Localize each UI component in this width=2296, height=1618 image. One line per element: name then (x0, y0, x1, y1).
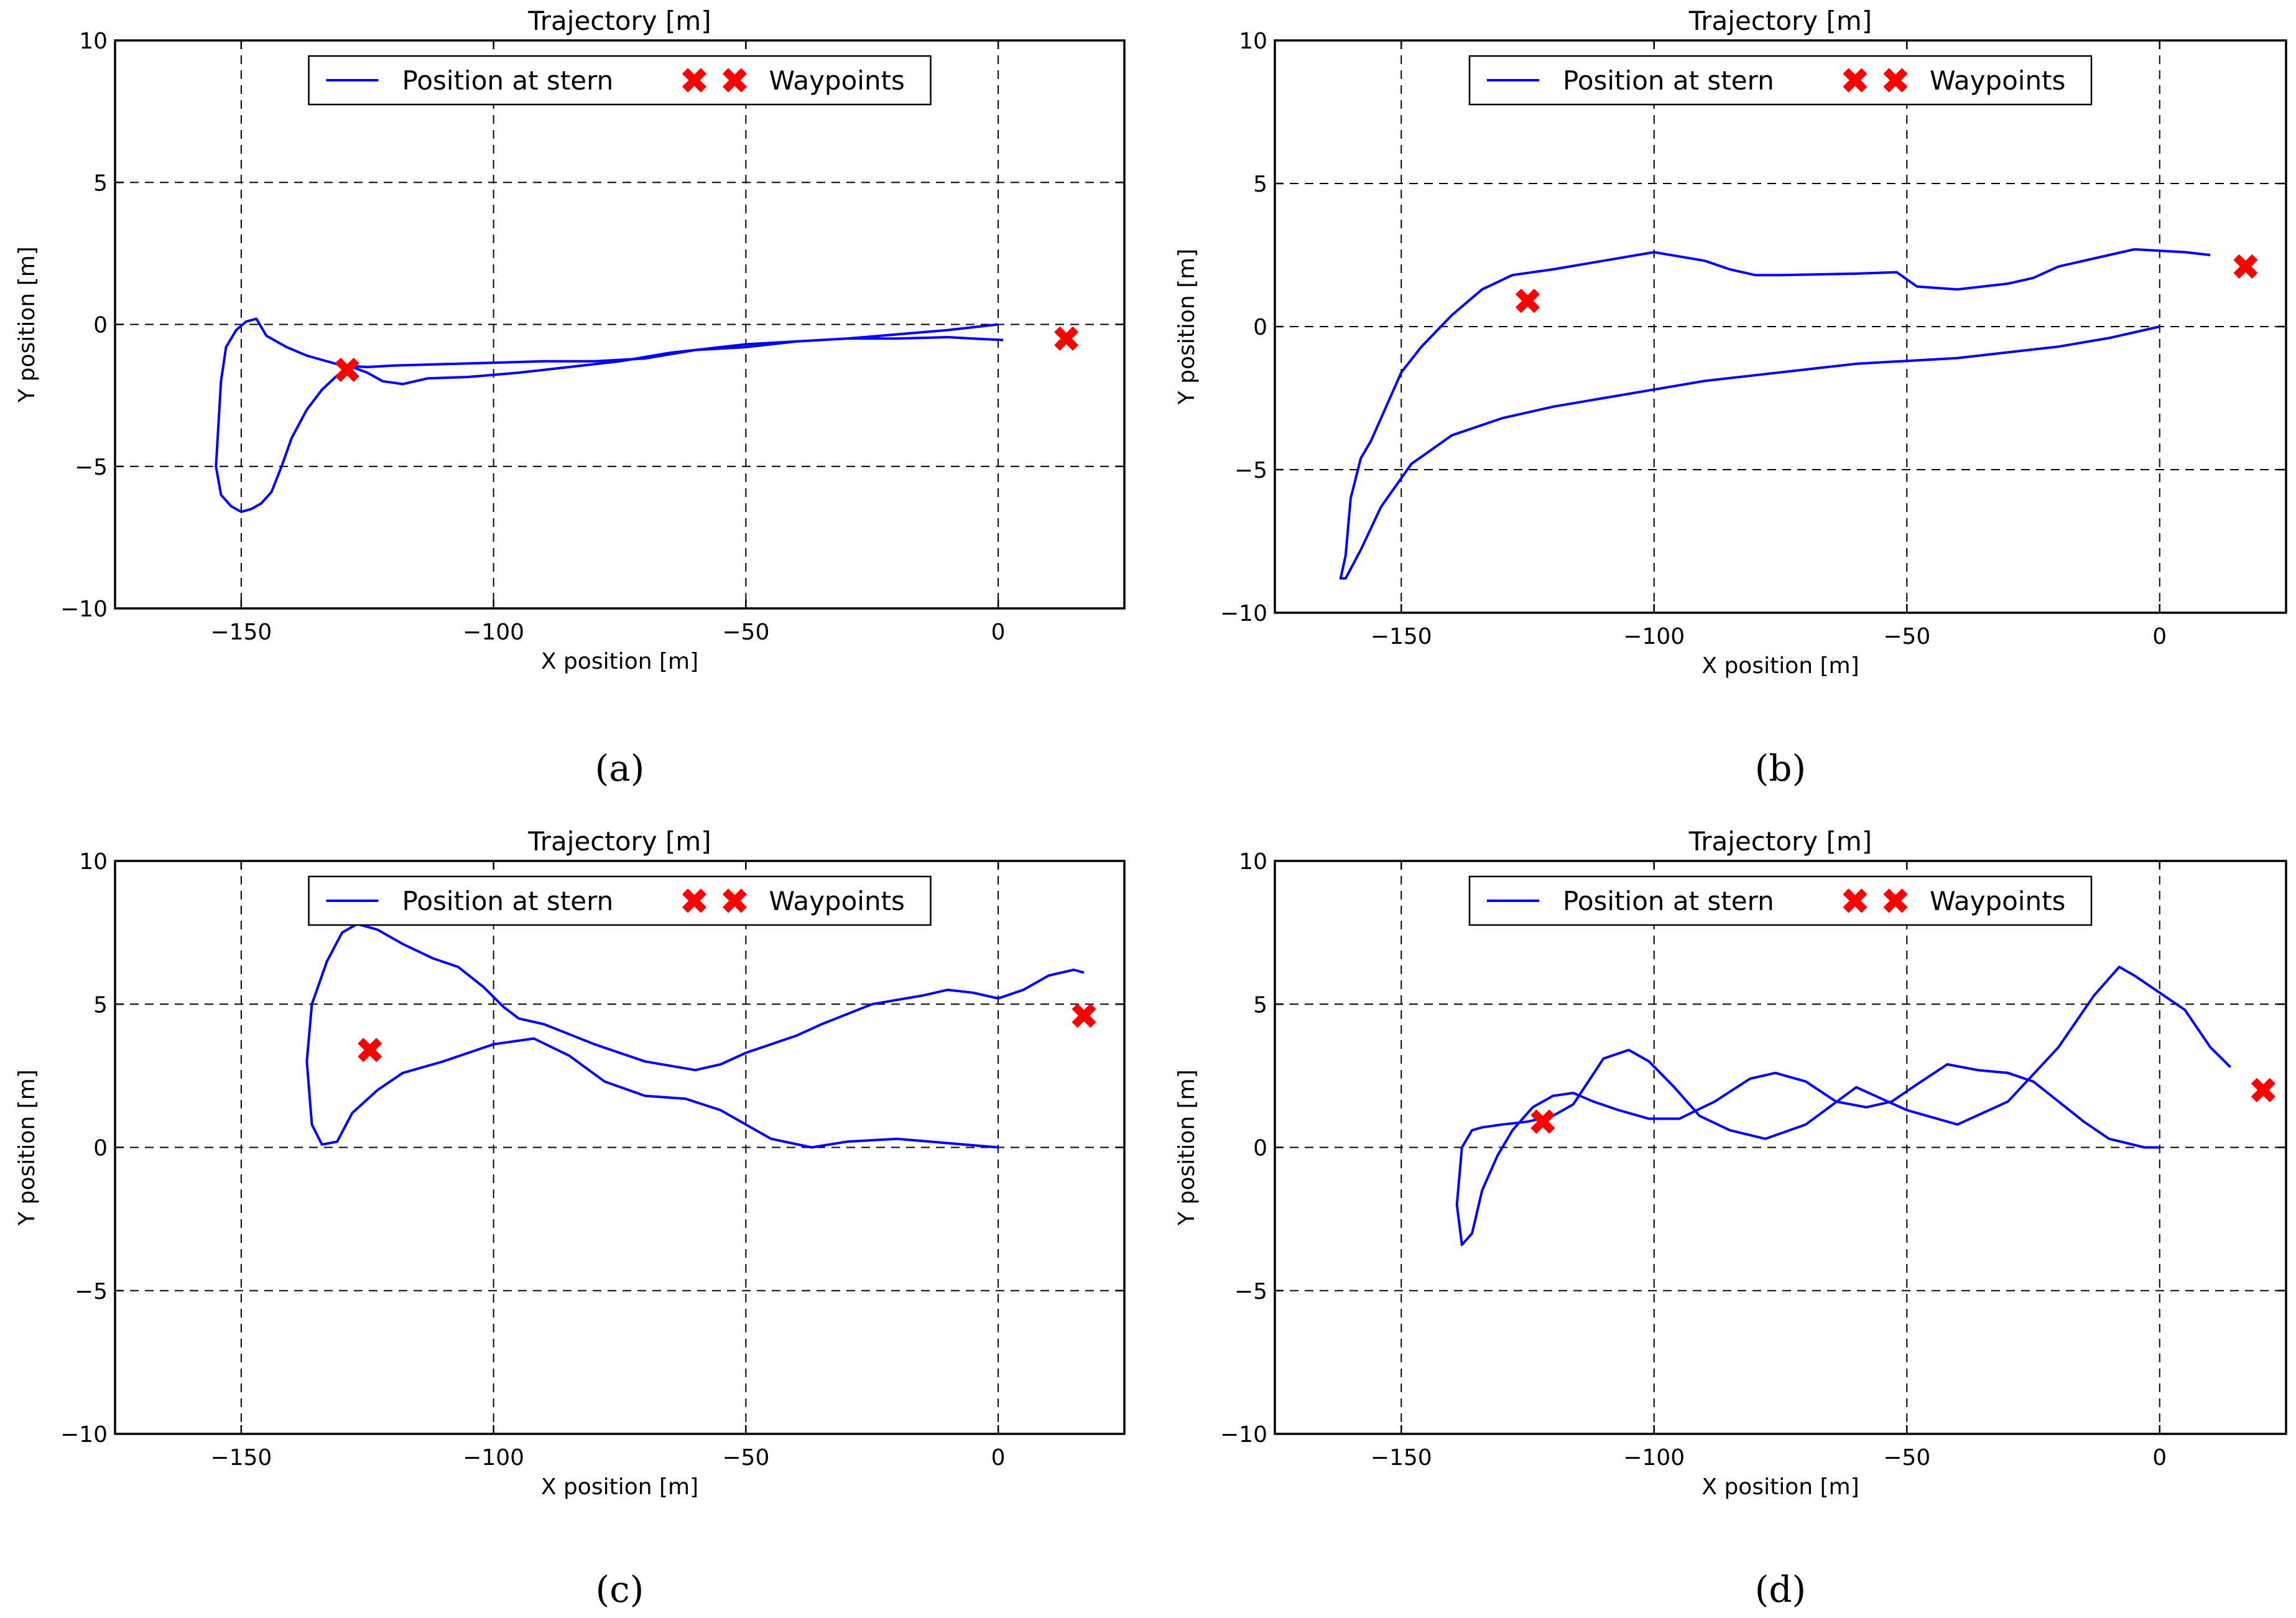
y-tick-label: 5 (93, 992, 108, 1018)
x-tick-label: −150 (210, 620, 272, 645)
waypoint-marker (2233, 254, 2258, 279)
y-tick-label: 0 (93, 1136, 108, 1161)
y-tick-label: −10 (60, 1422, 108, 1448)
legend-label: Position at stern (402, 65, 614, 96)
y-axis-label: Y position [m] (1174, 1069, 1200, 1226)
legend-marker-swatch (1843, 68, 1868, 93)
x-tick-label: −50 (722, 620, 769, 645)
x-tick-label: 0 (2152, 1445, 2167, 1471)
x-tick-label: −150 (1371, 624, 1432, 649)
y-tick-label: 10 (1239, 29, 1267, 54)
y-tick-label: 10 (1239, 849, 1267, 875)
legend-box (308, 55, 932, 106)
y-tick-label: −5 (75, 1279, 108, 1304)
y-axis-label: Y position [m] (14, 1069, 40, 1226)
y-tick-label: 10 (79, 849, 108, 875)
y-tick-label: 5 (1253, 992, 1267, 1018)
legend-marker-swatch (1843, 888, 1868, 913)
trajectory-line (215, 317, 1004, 513)
trajectory-line (1339, 248, 2211, 580)
x-tick-label: −100 (1623, 1445, 1685, 1471)
x-tick-label: −150 (1371, 1445, 1432, 1471)
y-tick-label: 5 (93, 170, 108, 196)
x-tick-label: −150 (210, 1445, 272, 1471)
x-tick-label: −50 (1883, 624, 1930, 649)
legend-box (1468, 875, 2093, 926)
y-tick-label: −5 (75, 455, 108, 480)
x-axis-label: X position [m] (541, 1474, 698, 1500)
waypoint-marker (1530, 1109, 1555, 1134)
y-tick-label: −10 (1220, 601, 1267, 626)
waypoint-marker (1515, 289, 1540, 314)
waypoint-marker (335, 357, 359, 383)
waypoint-marker (2251, 1077, 2276, 1102)
y-axis-label: Y position [m] (14, 246, 40, 403)
x-axis-label: X position [m] (541, 649, 698, 674)
legend-box (308, 875, 932, 926)
chart-title: Trajectory [m] (1688, 826, 1872, 857)
panel-label: (a) (595, 747, 645, 789)
chart-title: Trajectory [m] (527, 826, 711, 857)
legend-label: Position at stern (1563, 65, 1774, 96)
chart-title: Trajectory [m] (1688, 6, 1872, 36)
legend-label: Position at stern (402, 886, 614, 916)
legend-marker-swatch (722, 888, 748, 913)
y-tick-label: −5 (1234, 1279, 1267, 1304)
legend-marker-swatch (682, 888, 707, 913)
x-tick-label: −50 (722, 1445, 769, 1471)
x-tick-label: −100 (1623, 624, 1685, 649)
legend-box (1468, 55, 2093, 106)
x-tick-label: −100 (463, 620, 524, 645)
waypoint-marker (358, 1038, 382, 1062)
panel-label: (b) (1755, 747, 1806, 789)
legend-label: Waypoints (769, 886, 905, 916)
x-tick-label: 0 (991, 620, 1006, 645)
legend-marker-swatch (682, 68, 707, 93)
legend-marker-swatch (1883, 888, 1908, 913)
y-tick-label: −5 (1234, 458, 1267, 483)
y-tick-label: 0 (1253, 315, 1267, 340)
trajectory-line (1455, 965, 2232, 1247)
y-tick-label: −10 (1220, 1422, 1267, 1448)
x-tick-label: −50 (1883, 1445, 1930, 1471)
y-tick-label: 5 (1253, 172, 1267, 197)
legend-label: Waypoints (1930, 65, 2065, 96)
x-axis-label: X position [m] (1701, 653, 1859, 679)
y-axis-label: Y position [m] (1174, 249, 1200, 406)
y-tick-label: 0 (93, 313, 108, 338)
chart-title: Trajectory [m] (527, 6, 711, 36)
waypoint-marker (1054, 326, 1079, 351)
y-tick-label: 10 (79, 29, 108, 54)
trajectory-line (305, 923, 1085, 1149)
x-tick-label: 0 (2152, 624, 2167, 649)
waypoint-marker (1072, 1003, 1096, 1028)
panel-label: (d) (1755, 1568, 1806, 1611)
legend-label: Waypoints (1930, 886, 2065, 916)
y-tick-label: 0 (1253, 1136, 1267, 1161)
panel-label: (c) (596, 1568, 644, 1611)
legend-marker-swatch (1883, 68, 1908, 93)
x-axis-label: X position [m] (1701, 1474, 1859, 1500)
legend-label: Position at stern (1563, 886, 1774, 916)
x-tick-label: −100 (463, 1445, 524, 1471)
legend-marker-swatch (722, 68, 748, 93)
x-tick-label: 0 (991, 1445, 1006, 1471)
y-tick-label: −10 (60, 597, 108, 622)
legend-label: Waypoints (769, 65, 905, 96)
